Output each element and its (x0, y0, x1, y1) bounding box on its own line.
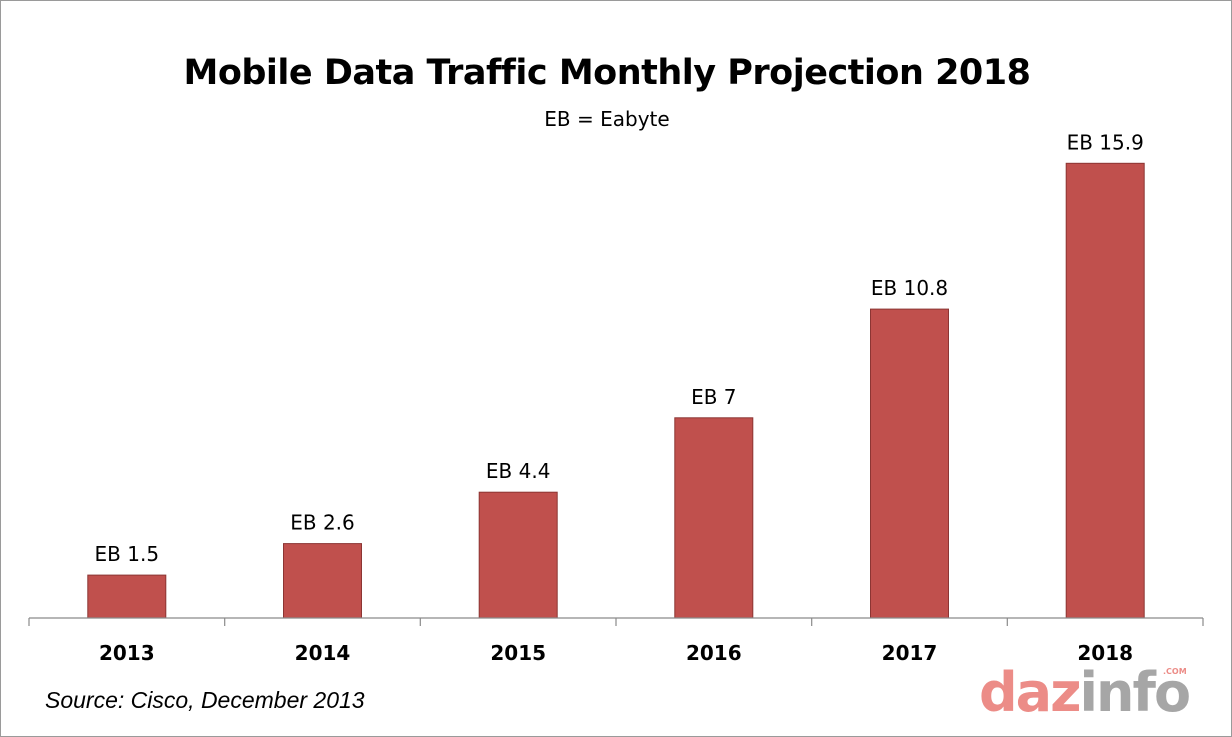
bars-layer (87, 162, 1145, 619)
data-label-2018: EB 15.9 (1067, 130, 1144, 154)
source-note: Source: Cisco, December 2013 (45, 687, 365, 713)
data-labels-layer: EB 1.5 EB 2.6 EB 4.4 EB 7 EB 10.8 EB 15.9 (95, 130, 1144, 566)
logo-part-a: daz (979, 661, 1082, 724)
data-label-2015: EB 4.4 (486, 459, 551, 483)
logo-suffix: .COM (1163, 667, 1187, 676)
x-tick-label-2016: 2016 (686, 641, 742, 665)
data-label-2017: EB 10.8 (871, 276, 948, 300)
bar-2013 (87, 574, 167, 619)
x-tick-labels: 2013 2014 2015 2016 2017 2018 (99, 641, 1133, 665)
bar-2014 (283, 543, 362, 619)
dazeinfo-logo: dazinfo .COM (979, 661, 1209, 725)
x-tick-label-2015: 2015 (490, 641, 546, 665)
bar-2017 (870, 308, 949, 619)
data-label-2013: EB 1.5 (95, 542, 160, 566)
x-tick-label-2014: 2014 (295, 641, 351, 665)
logo-part-b: info (1079, 661, 1192, 724)
bar-2018 (1065, 162, 1145, 619)
x-tick-label-2017: 2017 (882, 641, 938, 665)
data-label-2016: EB 7 (691, 385, 736, 409)
logo-wordmark: dazinfo (979, 661, 1192, 725)
chart-title: Mobile Data Traffic Monthly Projection 2… (183, 53, 1031, 93)
x-axis (28, 617, 1204, 626)
x-tick-label-2018: 2018 (1077, 641, 1133, 665)
bar-2015 (478, 491, 558, 619)
chart-subtitle: EB = Eabyte (544, 107, 670, 131)
bar-2016 (674, 417, 754, 619)
data-label-2014: EB 2.6 (290, 511, 355, 535)
x-tick-label-2013: 2013 (99, 641, 155, 665)
